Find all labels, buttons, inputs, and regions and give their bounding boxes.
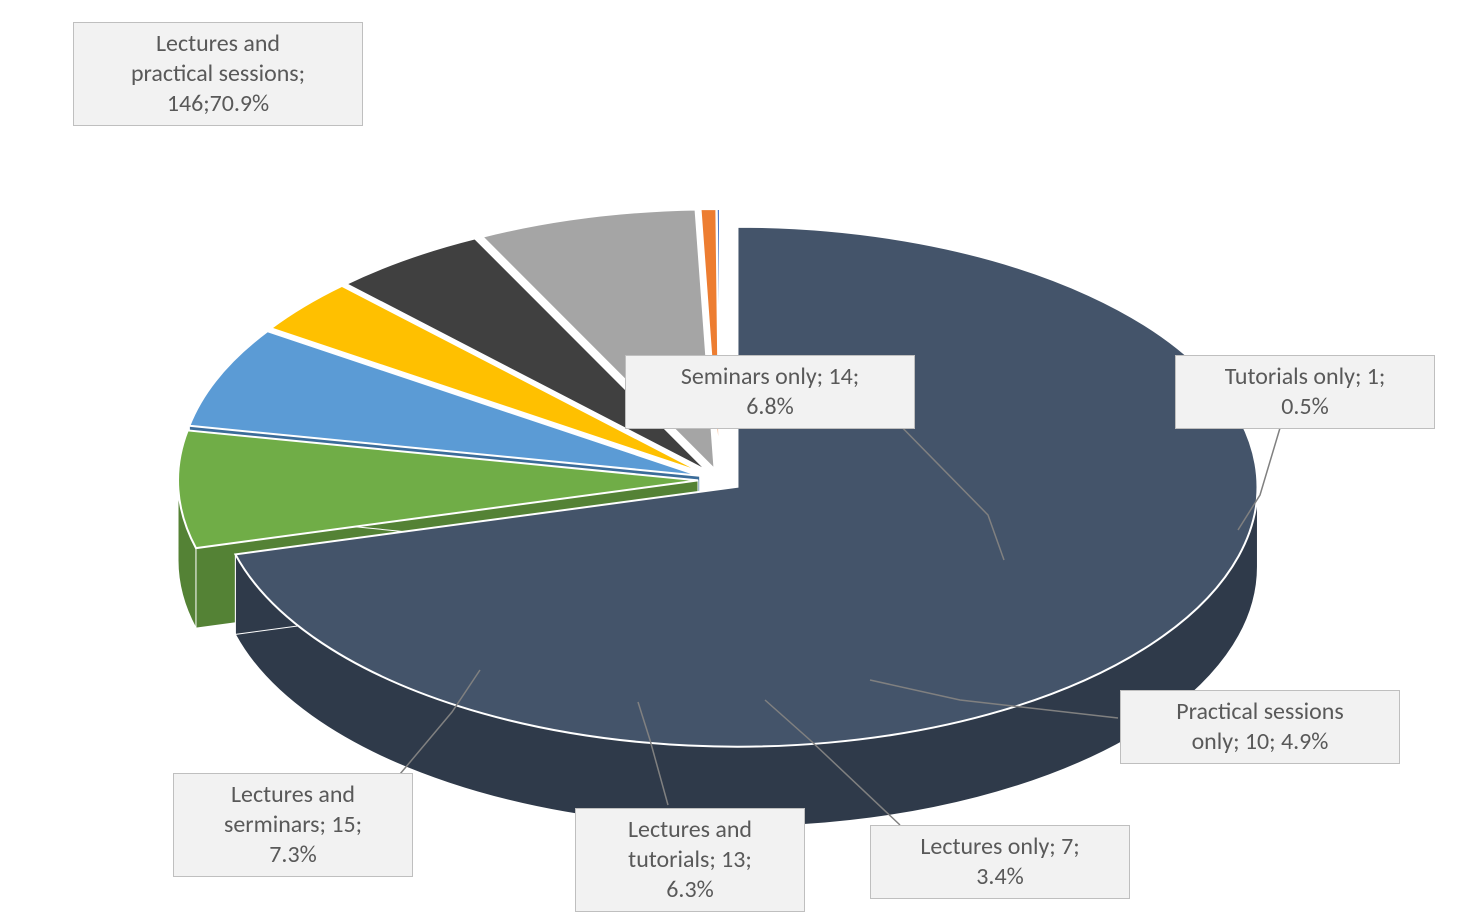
label-lectures_tutorials: Lectures and tutorials; 13; 6.3% [575,808,805,912]
label-tutorials_only_small: Tutorials only; 1; 0.5% [1175,355,1435,429]
label-lectures_only: Lectures only; 7; 3.4% [870,825,1130,899]
label-practical_only: Practical sessions only; 10; 4.9% [1120,690,1400,764]
chart-container: Lectures and practical sessions; 146;70.… [0,0,1476,916]
label-lectures_seminars: Lectures and serminars; 15; 7.3% [173,773,413,877]
label-lectures_practical: Lectures and practical sessions; 146;70.… [73,22,363,126]
label-seminars_only: Seminars only; 14; 6.8% [625,355,915,429]
